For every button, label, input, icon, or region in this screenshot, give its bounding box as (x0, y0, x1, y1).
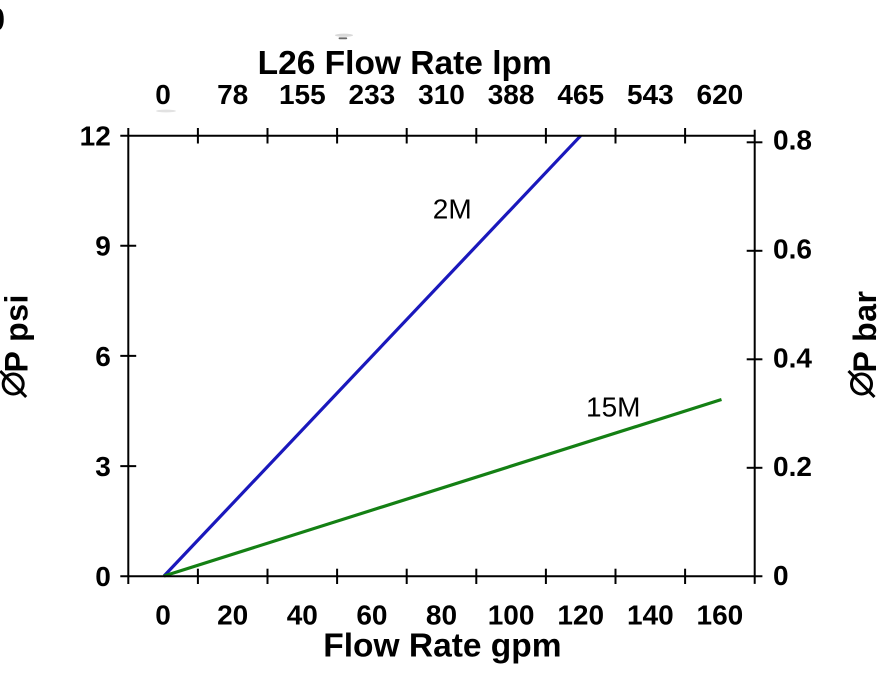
svg-text:L26 Flow Rate lpm: L26 Flow Rate lpm (258, 45, 552, 82)
svg-text:160: 160 (697, 599, 744, 630)
svg-text:155: 155 (279, 79, 326, 110)
svg-text:0: 0 (155, 599, 171, 630)
svg-text:0.4: 0.4 (773, 342, 812, 373)
svg-text:388: 388 (488, 79, 535, 110)
svg-text:P psi: P psi (0, 294, 35, 372)
svg-text:0: 0 (155, 79, 171, 110)
svg-text:0.2: 0.2 (773, 451, 812, 482)
svg-text:310: 310 (418, 79, 465, 110)
svg-text:60: 60 (356, 599, 387, 630)
svg-text:465: 465 (557, 79, 604, 110)
svg-text:P bar: P bar (847, 291, 883, 373)
svg-text:3: 3 (95, 451, 111, 482)
svg-text:0: 0 (95, 561, 111, 592)
svg-text:20: 20 (217, 599, 248, 630)
svg-text:0.8: 0.8 (773, 125, 812, 156)
svg-text:100: 100 (488, 599, 535, 630)
svg-text:12: 12 (80, 121, 111, 152)
svg-text:78: 78 (217, 79, 248, 110)
svg-text:120: 120 (557, 599, 604, 630)
svg-text:9: 9 (95, 231, 111, 262)
svg-text:0: 0 (773, 560, 789, 591)
svg-text:2M: 2M (433, 194, 472, 225)
svg-text:233: 233 (349, 79, 396, 110)
svg-text:0.6: 0.6 (773, 233, 812, 264)
svg-text:6: 6 (95, 341, 111, 372)
svg-text:80: 80 (426, 599, 457, 630)
svg-text:620: 620 (697, 79, 744, 110)
svg-text:140: 140 (627, 599, 674, 630)
svg-text:Flow Rate gpm: Flow Rate gpm (323, 628, 561, 665)
svg-text:15M: 15M (586, 391, 640, 422)
svg-text:543: 543 (627, 79, 674, 110)
svg-text:0: 0 (0, 2, 5, 38)
svg-text:40: 40 (287, 599, 318, 630)
